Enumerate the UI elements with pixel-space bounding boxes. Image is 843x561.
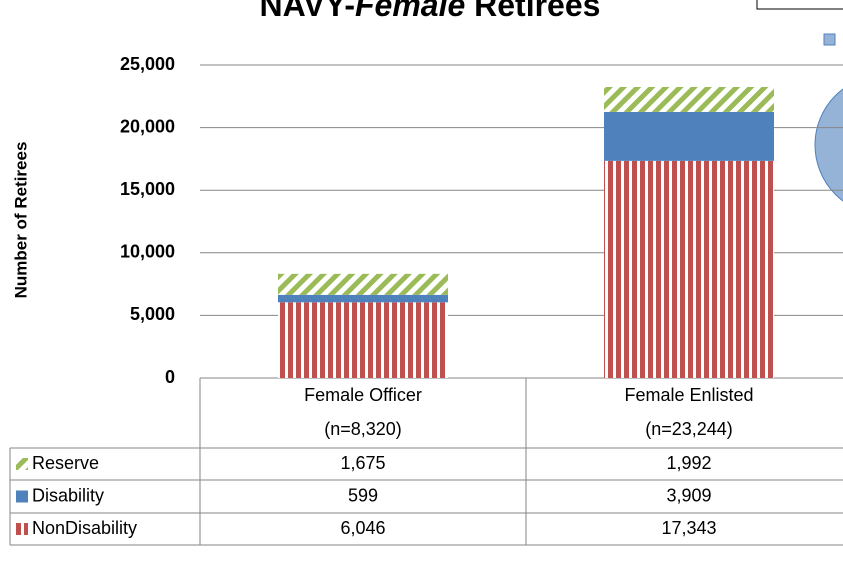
legend-icon: [16, 490, 28, 503]
legend-label: Disability: [32, 485, 104, 505]
x-tick-label: Female Officer: [304, 385, 422, 405]
legend-icon: [16, 523, 28, 535]
y-tick-label: 0: [165, 367, 175, 387]
bar-segment: [604, 86, 774, 112]
table-value: 1,992: [666, 453, 711, 473]
chart-title: NAVY-Female Retirees: [260, 0, 601, 23]
bar-segment: [604, 111, 774, 161]
pie-fragment: [814, 88, 843, 202]
y-tick-label: 10,000: [120, 242, 175, 262]
y-tick-label: 20,000: [120, 116, 175, 136]
x-tick-note: (n=8,320): [324, 419, 402, 439]
y-axis-label: Number of Retirees: [11, 142, 30, 299]
bar-segment: [278, 302, 448, 378]
y-tick-label: 15,000: [120, 179, 175, 199]
table-value: 1,675: [340, 453, 385, 473]
legend-label: NonDisability: [32, 518, 137, 538]
bar-segment: [278, 273, 448, 295]
y-tick-label: 25,000: [120, 54, 175, 74]
table-value: 3,909: [666, 485, 711, 505]
legend-box: [756, 0, 843, 10]
y-tick-label: 5,000: [130, 304, 175, 324]
bar-segment: [604, 160, 774, 378]
legend-icon: [16, 458, 28, 470]
legend-label: Reserve: [32, 453, 99, 473]
table-value: 599: [348, 485, 378, 505]
table-value: 17,343: [661, 518, 716, 538]
table-value: 6,046: [340, 518, 385, 538]
x-tick-label: Female Enlisted: [624, 385, 753, 405]
bar-segment: [278, 294, 448, 303]
x-tick-note: (n=23,244): [645, 419, 733, 439]
legend-icon: [823, 33, 836, 46]
